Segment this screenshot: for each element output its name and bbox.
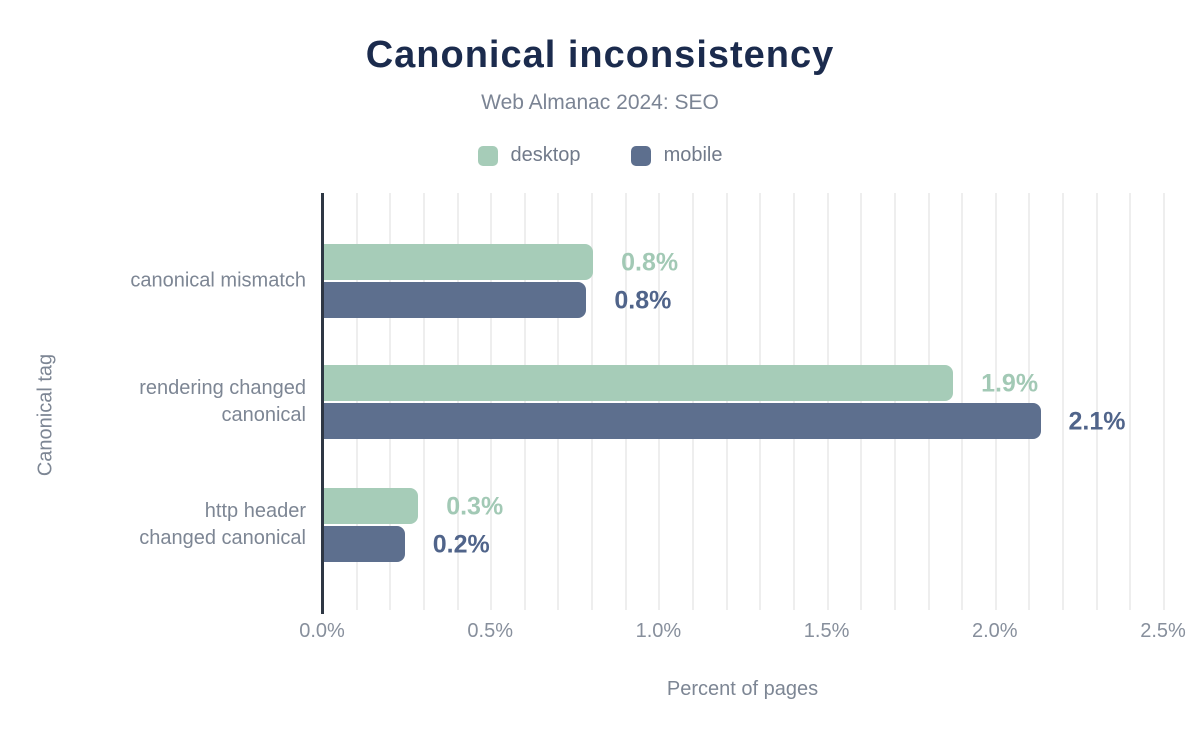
value-label-desktop-1: 1.9% bbox=[981, 369, 1039, 398]
legend-swatch-icon bbox=[477, 145, 498, 166]
gridline bbox=[1163, 193, 1165, 610]
value-label-desktop-0: 0.8% bbox=[621, 248, 679, 277]
gridline bbox=[792, 193, 795, 610]
gridline bbox=[422, 193, 425, 610]
gridline bbox=[725, 193, 728, 610]
legend-label: desktop bbox=[510, 144, 581, 166]
value-label-mobile-2: 0.2% bbox=[432, 530, 490, 559]
gridline bbox=[456, 193, 459, 610]
legend-item-mobile: mobile bbox=[630, 144, 723, 167]
value-label-mobile-1: 2.1% bbox=[1068, 407, 1126, 436]
gridline bbox=[1062, 193, 1065, 610]
value-label-desktop-2: 0.3% bbox=[446, 492, 504, 521]
y-axis-line bbox=[321, 193, 324, 614]
bar-desktop-0 bbox=[324, 244, 594, 280]
legend-item-desktop: desktop bbox=[477, 144, 581, 167]
bar-mobile-2 bbox=[324, 526, 405, 562]
gridline bbox=[826, 193, 829, 610]
gridline bbox=[490, 193, 493, 610]
category-label-2: http header changed canonical bbox=[139, 500, 306, 549]
value-label-mobile-0: 0.8% bbox=[614, 286, 672, 315]
gridline bbox=[1028, 193, 1031, 610]
gridline bbox=[624, 193, 627, 610]
gridline bbox=[927, 193, 930, 610]
x-tick-4: 2.0% bbox=[972, 620, 1018, 642]
gridline bbox=[355, 193, 358, 610]
gridline bbox=[658, 193, 661, 610]
category-label-1: rendering changed canonical bbox=[139, 377, 306, 426]
gridline bbox=[557, 193, 560, 610]
x-tick-1: 0.5% bbox=[467, 620, 513, 642]
chart-subtitle: Web Almanac 2024: SEO bbox=[481, 91, 719, 114]
chart-title: Canonical inconsistency bbox=[365, 34, 835, 76]
gridline bbox=[994, 193, 997, 610]
category-label-0: canonical mismatch bbox=[130, 269, 306, 292]
x-tick-0: 0.0% bbox=[299, 620, 345, 642]
gridline bbox=[389, 193, 392, 610]
gridline bbox=[961, 193, 964, 610]
x-tick-5: 2.5% bbox=[1140, 620, 1186, 642]
bar-mobile-1 bbox=[324, 403, 1041, 439]
gridline bbox=[893, 193, 896, 610]
bar-mobile-0 bbox=[324, 282, 587, 318]
gridline bbox=[1095, 193, 1098, 610]
gridline bbox=[759, 193, 762, 610]
x-tick-2: 1.0% bbox=[635, 620, 682, 642]
gridline bbox=[1129, 193, 1132, 610]
x-tick-3: 1.5% bbox=[803, 620, 850, 642]
plot-area: 0.8% 1.9% 0.3% 0.8% 2.1% 0.2% bbox=[321, 193, 1165, 614]
legend-swatch-icon bbox=[630, 145, 651, 166]
gridline bbox=[692, 193, 695, 610]
gridline bbox=[591, 193, 594, 610]
gridline bbox=[523, 193, 526, 610]
bar-desktop-1 bbox=[324, 365, 954, 401]
x-axis-title: Percent of pages bbox=[666, 678, 819, 700]
gridline bbox=[860, 193, 863, 610]
bar-desktop-2 bbox=[324, 488, 419, 524]
legend: desktop mobile bbox=[0, 144, 1200, 167]
legend-label: mobile bbox=[663, 144, 723, 166]
